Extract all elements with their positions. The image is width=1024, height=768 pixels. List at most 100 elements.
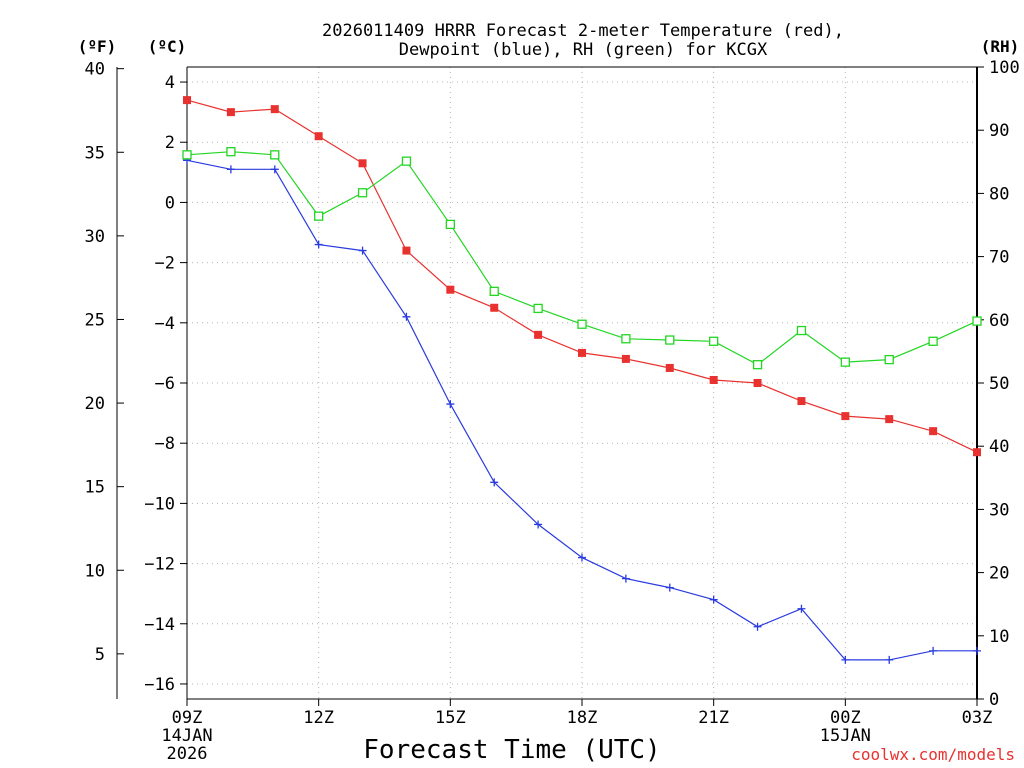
rh-tick-label: 80 (989, 184, 1009, 204)
fahrenheit-tick-label: 30 (85, 227, 105, 247)
rh-point (665, 335, 675, 345)
temperature-point (270, 105, 279, 114)
rh-tick-label: 40 (989, 437, 1009, 457)
temperature-point (709, 375, 718, 384)
celsius-tick-label: −6 (155, 374, 175, 394)
dewpoint-point (709, 595, 718, 604)
rh-point (709, 336, 719, 346)
series-line-dewpoint (186, 159, 977, 661)
celsius-tick-label: −12 (144, 555, 175, 575)
temperature-point (490, 303, 499, 312)
x-tick-label: 09Z (172, 708, 203, 728)
celsius-tick-label: −14 (144, 615, 175, 635)
rh-tick-label: 100 (989, 58, 1020, 78)
dewpoint-point (226, 165, 235, 174)
rh-point (226, 147, 236, 157)
celsius-tick-label: −2 (155, 254, 175, 274)
dewpoint-point (270, 165, 279, 174)
dewpoint-point (929, 646, 938, 655)
temperature-point (314, 132, 323, 141)
rh-tick-label: 30 (989, 500, 1009, 520)
temperature-point (534, 330, 543, 339)
temperature-point (578, 348, 586, 357)
rh-point (796, 325, 807, 336)
rh-point (577, 319, 587, 329)
fahrenheit-tick-label: 10 (85, 561, 105, 581)
temperature-point (973, 448, 981, 457)
fahrenheit-unit-label: (ºF) (78, 37, 117, 56)
dewpoint-point (797, 604, 806, 613)
x-tick-label: 12Z (303, 708, 334, 728)
rh-tick-label: 70 (989, 248, 1009, 268)
celsius-tick-label: −16 (144, 675, 175, 695)
tick-labels: 420−2−4−6−8−10−12−14−1640353025201510510… (85, 58, 1020, 764)
dewpoint-point (973, 646, 981, 655)
dewpoint-point (490, 478, 499, 487)
temperature-point (841, 412, 850, 421)
dewpoint-point (578, 553, 586, 562)
temperature-point (665, 363, 674, 372)
fahrenheit-tick-label: 25 (85, 310, 105, 330)
dewpoint-point (358, 246, 367, 255)
rh-point (621, 334, 631, 344)
rh-tick-label: 0 (989, 690, 999, 710)
temperature-point (402, 246, 411, 255)
temperature-point (797, 397, 806, 406)
celsius-tick-label: 4 (165, 73, 175, 93)
celsius-tick-label: 0 (165, 193, 175, 213)
rh-point (533, 303, 543, 314)
temperature-point (446, 285, 455, 294)
x-tick-label: 00Z (830, 708, 861, 728)
fahrenheit-tick-label: 20 (85, 394, 105, 414)
rh-point (314, 211, 324, 221)
source-credit: coolwx.com/models (851, 745, 1015, 764)
x-tick-label: 21Z (698, 708, 729, 728)
data-series (182, 96, 982, 664)
temperature-point (358, 159, 367, 168)
series-rh (182, 147, 982, 370)
dewpoint-point (841, 655, 850, 664)
x-axis-label: Forecast Time (UTC) (363, 735, 660, 765)
celsius-tick-label: −4 (155, 314, 175, 334)
rh-point (884, 354, 894, 365)
x-tick-label: 18Z (567, 708, 598, 728)
temperature-point (885, 415, 894, 424)
grid-lines (187, 67, 977, 699)
dewpoint-point (885, 655, 894, 664)
rh-point (752, 360, 763, 370)
rh-tick-label: 50 (989, 374, 1009, 394)
series-temperature (183, 96, 981, 457)
temperature-point (929, 427, 938, 436)
chart-subtitle: Dewpoint (blue), RH (green) for KCGX (399, 40, 768, 60)
temperature-point (621, 354, 630, 363)
dewpoint-point (621, 574, 630, 583)
celsius-tick-label: −8 (155, 434, 175, 454)
rh-point (840, 357, 850, 367)
chart-title: 2026011409 HRRR Forecast 2-meter Tempera… (322, 21, 844, 41)
x-tick-label: 14JAN (161, 726, 212, 746)
rh-point (401, 156, 412, 166)
rh-tick-label: 60 (989, 311, 1009, 331)
dewpoint-point (753, 622, 762, 631)
x-tick-label: 15Z (435, 708, 466, 728)
rh-point (357, 188, 368, 198)
dewpoint-point (446, 400, 455, 409)
axes (116, 66, 984, 706)
temperature-point (183, 96, 191, 105)
dewpoint-point (314, 240, 323, 249)
temperature-point (226, 108, 235, 117)
x-tick-label: 2026 (167, 744, 208, 764)
rh-unit-label: (RH) (981, 37, 1020, 56)
dewpoint-point (665, 583, 674, 592)
rh-tick-label: 10 (989, 627, 1009, 647)
fahrenheit-tick-label: 40 (85, 60, 105, 80)
x-tick-label: 15JAN (820, 726, 871, 746)
rh-point (182, 150, 192, 160)
celsius-tick-label: −10 (144, 494, 175, 514)
rh-point (270, 150, 280, 160)
celsius-unit-label: (ºC) (148, 37, 187, 56)
rh-point (489, 286, 499, 297)
dewpoint-point (402, 312, 411, 321)
rh-point (928, 336, 938, 346)
